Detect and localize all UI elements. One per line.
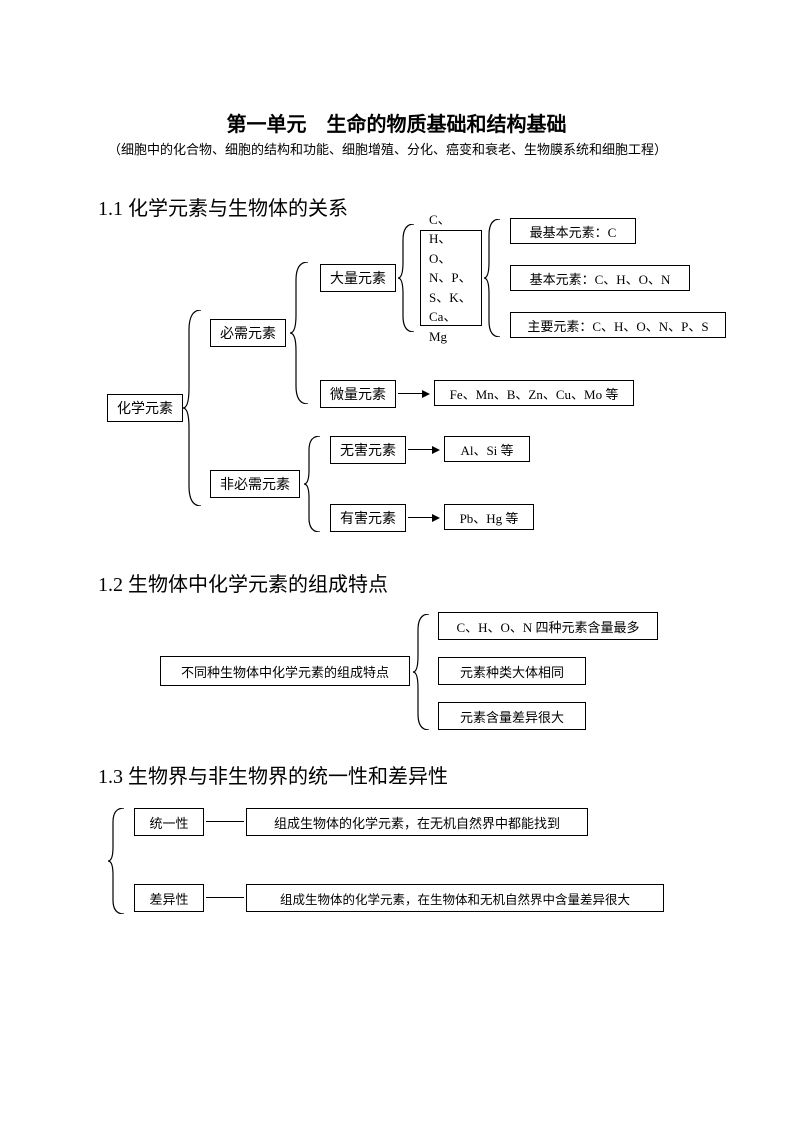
brace-icon (108, 808, 128, 914)
node-most-basic: 最基本元素：C (510, 218, 636, 244)
node-comp-1: C、H、O、N 四种元素含量最多 (438, 612, 658, 640)
node-harmful-list: Pb、Hg 等 (444, 504, 534, 530)
arrow-line (408, 517, 432, 518)
node-difference-text: 组成生物体的化学元素，在生物体和无机自然界中含量差异很大 (246, 884, 664, 912)
connector-line (206, 897, 244, 898)
connector-line (206, 821, 244, 822)
brace-icon (484, 219, 504, 337)
node-nonessential: 非必需元素 (210, 470, 300, 498)
node-harmless-list: Al、Si 等 (444, 436, 530, 462)
arrow-line (408, 449, 432, 450)
arrow-head-icon (432, 446, 440, 454)
unit-title: 第一单元 生命的物质基础和结构基础 (0, 108, 793, 137)
node-composition-root: 不同种生物体中化学元素的组成特点 (160, 656, 410, 686)
node-comp-2: 元素种类大体相同 (438, 657, 586, 685)
brace-icon (398, 224, 418, 332)
page: 第一单元 生命的物质基础和结构基础 （细胞中的化合物、细胞的结构和功能、细胞增殖… (0, 0, 793, 1122)
node-macro-list: C、H、O、N、P、S、K、Ca、Mg (420, 230, 482, 326)
node-difference: 差异性 (134, 884, 204, 912)
brace-icon (413, 614, 433, 730)
section-3-heading: 1.3 生物界与非生物界的统一性和差异性 (98, 760, 448, 789)
arrow-head-icon (432, 514, 440, 522)
node-unity-text: 组成生物体的化学元素，在无机自然界中都能找到 (246, 808, 588, 836)
node-harmful: 有害元素 (330, 504, 406, 532)
node-micro: 微量元素 (320, 380, 396, 408)
node-comp-3: 元素含量差异很大 (438, 702, 586, 730)
arrow-line (398, 393, 422, 394)
section-2-heading: 1.2 生物体中化学元素的组成特点 (98, 568, 388, 597)
unit-subtitle: （细胞中的化合物、细胞的结构和功能、细胞增殖、分化、癌变和衰老、生物膜系统和细胞… (108, 140, 703, 161)
node-harmless: 无害元素 (330, 436, 406, 464)
node-essential: 必需元素 (210, 319, 286, 347)
arrow-head-icon (422, 390, 430, 398)
node-unity: 统一性 (134, 808, 204, 836)
brace-icon (183, 310, 205, 506)
node-micro-list: Fe、Mn、B、Zn、Cu、Mo 等 (434, 380, 634, 406)
section-1-heading: 1.1 化学元素与生物体的关系 (98, 192, 348, 221)
node-main: 主要元素：C、H、O、N、P、S (510, 312, 726, 338)
brace-icon (290, 262, 312, 404)
brace-icon (304, 436, 324, 532)
node-macro: 大量元素 (320, 264, 396, 292)
node-basic: 基本元素：C、H、O、N (510, 265, 690, 291)
node-root: 化学元素 (107, 394, 183, 422)
